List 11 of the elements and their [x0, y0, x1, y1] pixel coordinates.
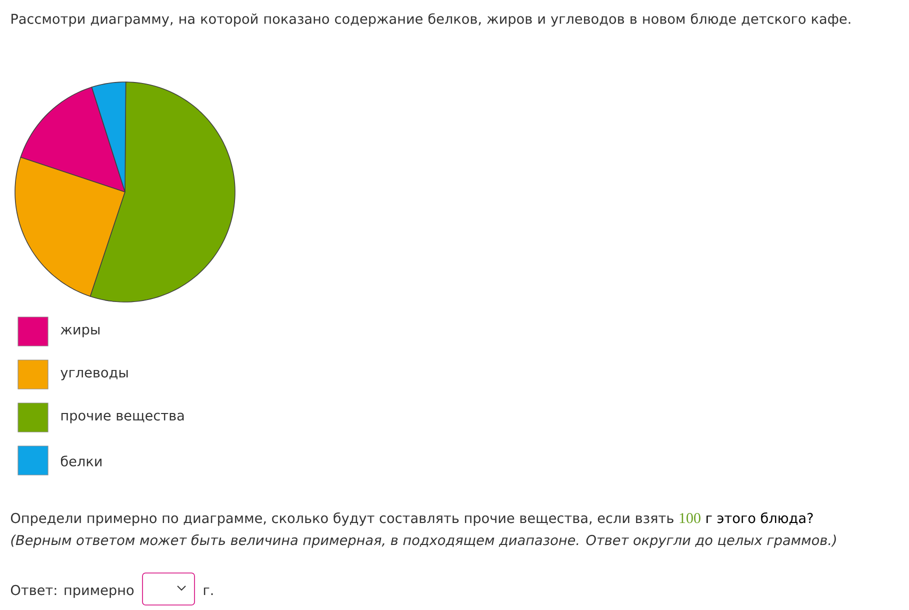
legend-label: углеводы [60, 370, 128, 380]
text: Ответ: примерно [10, 584, 134, 598]
text: 100 [680, 513, 700, 524]
text: г этого блюда? [706, 512, 813, 525]
text: Рассмотри диаграмму, на которой показано содержание белков, жиров и углеводов в новом блюде детского кафе. [12, 13, 850, 27]
legend-label: жиры [60, 326, 100, 338]
text: г. [204, 588, 213, 596]
text: (Верным ответом может быть величина примерная, в подходящем диапазоне. Ответ округли до целых граммов.) [11, 534, 836, 548]
legend-label: прочие вещества [61, 412, 184, 424]
legend-label: белки [60, 456, 102, 466]
text: Определи примерно по диаграмме, сколько будут составлять прочие вещества, если взять [10, 512, 674, 526]
